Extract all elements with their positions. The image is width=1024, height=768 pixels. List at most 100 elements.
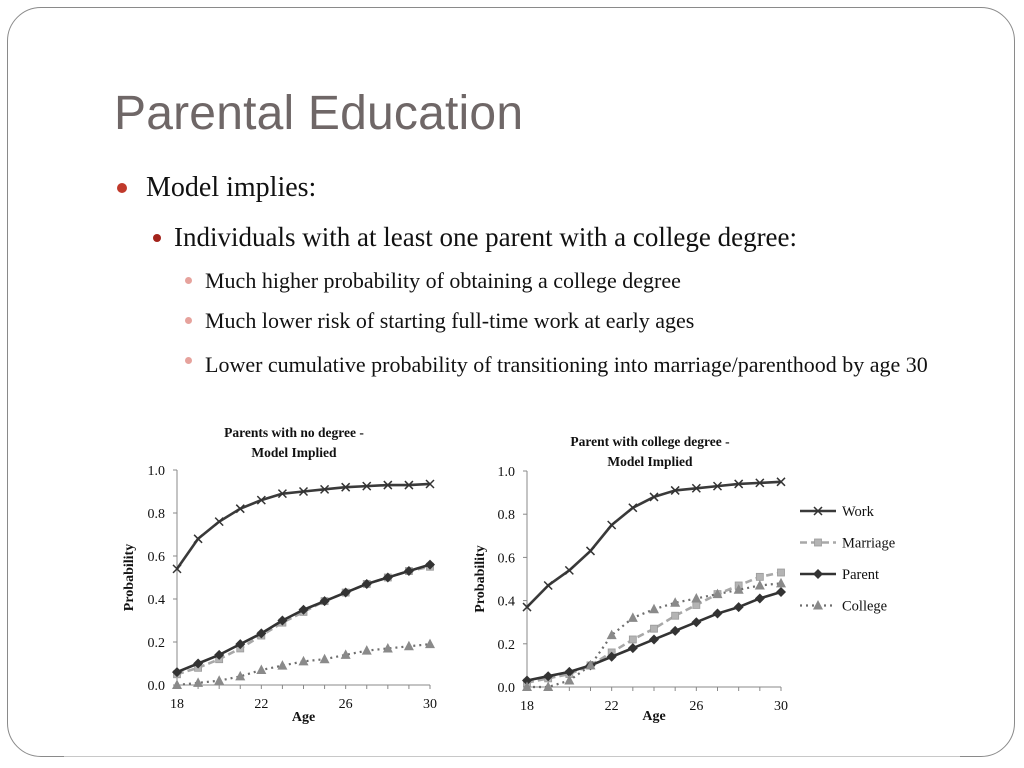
legend-marker-marriage (814, 538, 822, 547)
data-point-work (522, 602, 532, 612)
data-point-college (776, 577, 786, 588)
data-point-college (256, 664, 267, 674)
data-point-parent (564, 666, 575, 677)
data-point-college (361, 645, 372, 655)
legend-label-college: College (842, 599, 887, 615)
data-point-marriage (777, 568, 785, 577)
x-tick-label: 22 (254, 697, 268, 712)
data-point-parent (319, 596, 330, 607)
data-point-parent (277, 615, 288, 626)
data-point-college (670, 597, 681, 607)
data-point-work (776, 477, 786, 487)
x-axis-label: Age (642, 709, 665, 724)
series-line-work (175, 482, 431, 570)
data-point-parent (627, 643, 638, 654)
data-point-college (712, 588, 723, 599)
data-point-work (607, 520, 617, 530)
data-point-work (193, 534, 203, 544)
data-point-parent (256, 628, 267, 639)
x-tick-label: 18 (170, 697, 184, 712)
data-point-work (691, 483, 701, 493)
data-point-college (382, 642, 393, 653)
data-point-work (383, 480, 393, 490)
data-point-work (585, 546, 596, 556)
y-tick-label: 0.0 (498, 681, 516, 696)
y-tick-label: 0.2 (148, 636, 166, 651)
legend-label-marriage: Marriage (842, 536, 895, 552)
bullet-level2-text: Individuals with at least one parent wit… (174, 222, 798, 252)
x-tick-label: 22 (605, 699, 619, 714)
data-point-work (214, 517, 224, 527)
x-tick-label: 26 (339, 697, 353, 712)
y-tick-label: 1.0 (148, 464, 166, 479)
y-axis-label: Probability (473, 545, 488, 612)
chart-title: Parent with college degree - (570, 434, 729, 449)
data-point-college (298, 655, 309, 666)
bullet-dot-level3 (185, 317, 192, 324)
data-point-college (585, 659, 596, 670)
data-point-college (543, 681, 554, 691)
data-point-parent (754, 593, 765, 604)
x-axis-label: Age (292, 710, 315, 725)
data-point-work (298, 486, 309, 497)
data-point-parent (776, 586, 786, 597)
data-point-college (235, 670, 246, 681)
data-point-college (754, 579, 765, 590)
bullet-dot-level3 (185, 357, 192, 364)
data-point-college (649, 603, 659, 614)
data-point-college (425, 638, 435, 649)
y-tick-label: 0.2 (498, 638, 516, 653)
data-point-parent (691, 617, 702, 628)
data-point-college (733, 584, 744, 594)
data-point-college (564, 675, 575, 685)
data-point-work (670, 485, 680, 495)
data-point-work (734, 479, 744, 489)
data-point-parent (361, 578, 372, 589)
data-point-college (172, 679, 182, 689)
data-point-parent (298, 604, 309, 615)
data-point-work (362, 481, 372, 491)
legend-marker-work (813, 506, 823, 516)
data-point-work (564, 565, 574, 575)
legend-label-work: Work (842, 504, 875, 520)
data-point-marriage (692, 601, 701, 609)
legend-marker-parent (813, 569, 823, 579)
data-point-parent (606, 651, 617, 662)
slide-title: Parental Education (114, 87, 524, 140)
data-point-work (256, 495, 266, 505)
data-point-college (522, 681, 532, 691)
bullet-level3-text: Much lower risk of starting full-time wo… (205, 308, 695, 333)
data-point-work (235, 504, 245, 514)
data-point-parent (340, 587, 351, 598)
x-tick-label: 18 (520, 699, 534, 714)
legend-label-parent: Parent (842, 567, 879, 583)
x-tick-label: 30 (423, 697, 437, 712)
data-point-work (425, 479, 435, 489)
data-point-work (404, 480, 414, 490)
data-point-work (755, 478, 765, 488)
data-point-work (277, 489, 287, 499)
data-point-college (193, 677, 204, 687)
data-point-college (340, 649, 351, 659)
y-tick-label: 0.8 (148, 507, 166, 522)
y-tick-label: 1.0 (498, 465, 516, 480)
bullet-dot-level2 (153, 234, 161, 242)
data-point-work (543, 580, 553, 591)
data-point-marriage (671, 611, 680, 620)
y-tick-label: 0.6 (148, 550, 166, 565)
data-point-parent (670, 625, 681, 636)
chart-title: Model Implied (251, 445, 337, 460)
bullet-level1-text: Model implies: (146, 172, 317, 203)
data-point-parent (649, 634, 659, 645)
data-point-work (712, 481, 723, 491)
bullet-dot-level3 (185, 277, 192, 284)
data-point-parent (235, 639, 246, 650)
data-point-college (606, 629, 617, 640)
data-point-work (341, 482, 351, 492)
y-tick-label: 0.4 (498, 595, 516, 610)
chart-title: Model Implied (607, 454, 693, 469)
bullet-level3-text: Lower cumulative probability of transiti… (205, 352, 928, 377)
data-point-parent (425, 559, 435, 570)
data-point-marriage (628, 635, 637, 644)
data-point-work (172, 564, 182, 574)
